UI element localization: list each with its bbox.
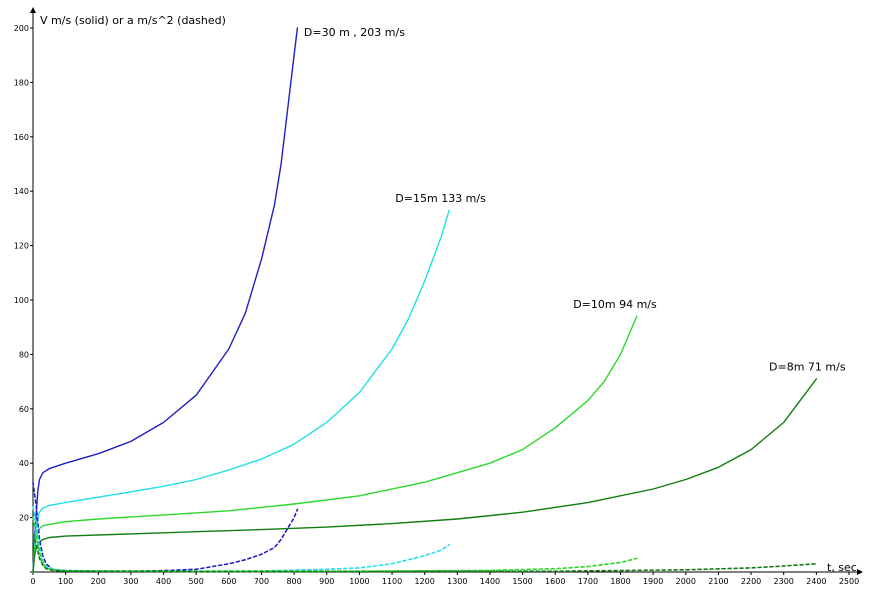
velocity-line-1 bbox=[32, 209, 450, 573]
velocity-line-2 bbox=[32, 315, 638, 573]
y-tick-label: 200 bbox=[14, 24, 29, 33]
x-tick-label: 0 bbox=[30, 577, 35, 586]
x-tick-label: 600 bbox=[221, 577, 236, 586]
acceleration-line-4 bbox=[32, 481, 299, 573]
x-tick-label: 1500 bbox=[512, 577, 532, 586]
series-layer bbox=[32, 27, 818, 573]
y-tick-label: 40 bbox=[19, 459, 29, 468]
x-tick-label: 1700 bbox=[578, 577, 598, 586]
x-tick-label: 1900 bbox=[643, 577, 663, 586]
x-tick-label: 2400 bbox=[806, 577, 826, 586]
x-tick-label: 2500 bbox=[839, 577, 859, 586]
velocity-line-0 bbox=[32, 27, 299, 573]
x-tick-label: 400 bbox=[156, 577, 171, 586]
x-tick-label: 2000 bbox=[676, 577, 696, 586]
y-tick-label: 60 bbox=[19, 405, 29, 414]
y-tick-label: 140 bbox=[14, 187, 29, 196]
x-tick-label: 1600 bbox=[545, 577, 565, 586]
labels-layer: V m/s (solid) or a m/s^2 (dashed) t, sec… bbox=[40, 14, 857, 574]
curve-annotation-3: D=8m 71 m/s bbox=[769, 361, 846, 374]
y-tick-label: 20 bbox=[19, 514, 29, 523]
y-tick-label: 100 bbox=[14, 296, 29, 305]
x-tick-label: 1100 bbox=[382, 577, 402, 586]
x-tick-label: 1200 bbox=[415, 577, 435, 586]
y-tick-label: 180 bbox=[14, 78, 29, 87]
x-tick-label: 300 bbox=[123, 577, 138, 586]
y-tick-label: 160 bbox=[14, 133, 29, 142]
x-tick-label: 100 bbox=[58, 577, 73, 586]
x-tick-label: 900 bbox=[319, 577, 334, 586]
x-tick-label: 500 bbox=[189, 577, 204, 586]
velocity-line-3 bbox=[32, 378, 818, 573]
acceleration-line-5 bbox=[32, 505, 451, 573]
x-tick-label: 1800 bbox=[610, 577, 630, 586]
x-tick-label: 1400 bbox=[480, 577, 500, 586]
y-axis-arrow bbox=[30, 7, 36, 13]
x-axis-label: t, sec bbox=[827, 561, 857, 574]
x-tick-label: 700 bbox=[254, 577, 269, 586]
acceleration-line-7 bbox=[32, 533, 818, 573]
x-tick-label: 2200 bbox=[741, 577, 761, 586]
x-tick-label: 1000 bbox=[349, 577, 369, 586]
x-tick-label: 1300 bbox=[447, 577, 467, 586]
y-tick-label: 120 bbox=[14, 242, 29, 251]
curve-annotation-0: D=30 m , 203 m/s bbox=[304, 26, 405, 39]
axes-layer: 0 100 200 300 400 500 600 700 800 900 1000 1100 1200… bbox=[14, 7, 863, 586]
x-tick-label: 2100 bbox=[708, 577, 728, 586]
acceleration-line-6 bbox=[32, 516, 638, 573]
curve-annotation-2: D=10m 94 m/s bbox=[573, 298, 657, 311]
x-axis-arrow bbox=[857, 569, 863, 575]
x-tick-label: 800 bbox=[286, 577, 301, 586]
x-tick-label: 2300 bbox=[774, 577, 794, 586]
curve-annotation-1: D=15m 133 m/s bbox=[395, 192, 486, 205]
x-tick-label: 200 bbox=[91, 577, 106, 586]
y-axis-label: V m/s (solid) or a m/s^2 (dashed) bbox=[40, 14, 226, 27]
y-tick-label: 80 bbox=[19, 350, 29, 359]
